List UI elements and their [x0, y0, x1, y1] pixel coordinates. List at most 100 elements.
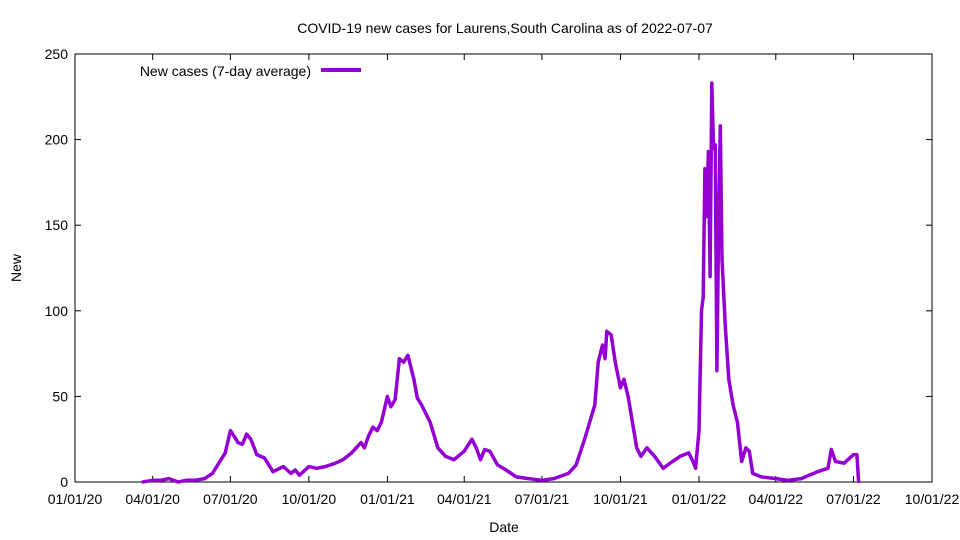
x-tick-label: 10/01/20: [282, 491, 337, 507]
data-point: [707, 150, 710, 154]
data-point: [452, 458, 456, 462]
data-point: [240, 442, 244, 446]
data-point: [386, 395, 389, 398]
data-point: [176, 480, 180, 484]
data-point: [834, 460, 837, 463]
y-tick-label: 150: [45, 217, 69, 233]
data-point: [691, 460, 695, 463]
data-point: [444, 454, 447, 458]
data-point: [583, 437, 586, 441]
data-point: [603, 357, 607, 361]
data-point: [724, 326, 727, 330]
data-point: [717, 223, 720, 227]
data-point: [829, 448, 833, 451]
legend-label: New cases (7-day average): [140, 63, 311, 79]
y-tick-label: 50: [52, 388, 68, 404]
x-tick-label: 07/01/21: [515, 491, 570, 507]
series-line: [142, 81, 861, 484]
data-point: [605, 329, 609, 333]
data-point: [774, 477, 778, 480]
data-point: [639, 454, 643, 458]
data-point: [671, 460, 674, 463]
x-tick-label: 04/01/22: [749, 491, 804, 507]
data-point: [727, 377, 731, 381]
data-point: [406, 353, 410, 357]
data-point: [540, 478, 544, 482]
data-point: [687, 451, 691, 455]
data-point: [701, 295, 705, 299]
data-point: [593, 403, 597, 407]
data-point: [504, 468, 508, 472]
data-point: [574, 463, 578, 467]
data-point: [816, 470, 819, 474]
x-axis-label: Date: [489, 519, 519, 535]
data-point: [488, 449, 492, 453]
data-point: [842, 461, 846, 465]
data-point: [740, 460, 744, 463]
data-point: [375, 429, 379, 432]
y-tick-label: 250: [45, 46, 69, 62]
data-point: [653, 454, 656, 458]
data-point: [371, 425, 375, 429]
data-point: [263, 456, 266, 460]
data-point: [852, 453, 855, 456]
data-point: [736, 420, 739, 424]
x-tick-label: 10/01/21: [593, 491, 648, 507]
data-point: [211, 472, 214, 475]
data-point: [857, 480, 860, 484]
data-point: [800, 477, 803, 480]
data-point: [293, 468, 297, 472]
data-point: [424, 412, 428, 415]
data-point: [412, 377, 416, 381]
data-point: [420, 403, 423, 407]
data-point: [855, 453, 859, 456]
data-point: [393, 398, 397, 402]
data-point: [267, 463, 271, 467]
data-point: [307, 465, 311, 468]
data-point: [323, 465, 327, 468]
data-point: [601, 343, 604, 347]
data-point: [255, 453, 259, 456]
data-point: [229, 429, 232, 432]
data-point: [751, 472, 755, 475]
data-point: [333, 461, 337, 465]
y-tick-label: 0: [60, 474, 68, 490]
data-point: [380, 420, 383, 424]
data-point: [631, 420, 634, 424]
data-point: [367, 434, 370, 438]
data-point: [436, 446, 440, 450]
data-point: [315, 466, 318, 470]
data-point: [619, 386, 622, 390]
data-point: [167, 477, 171, 480]
data-point: [712, 146, 715, 150]
data-point: [710, 81, 714, 85]
data-point: [479, 458, 482, 462]
y-axis-label: New: [8, 253, 24, 282]
y-tick-label: 200: [45, 132, 69, 148]
data-point: [826, 466, 830, 470]
data-point: [526, 477, 530, 480]
data-point: [474, 446, 478, 450]
data-point: [470, 437, 474, 441]
data-point: [249, 437, 253, 441]
data-point: [747, 449, 751, 453]
data-point: [415, 396, 419, 400]
legend: New cases (7-day average): [140, 63, 361, 79]
data-point: [219, 458, 223, 462]
data-point: [708, 275, 712, 278]
data-point: [184, 478, 188, 482]
data-point: [731, 403, 735, 407]
data-point: [694, 466, 697, 470]
data-point: [428, 420, 432, 424]
y-axis: 0 50 100 150 200 250: [45, 46, 932, 490]
data-point: [720, 258, 724, 261]
data-point: [715, 369, 719, 373]
data-point: [398, 357, 401, 361]
x-tick-label: 01/01/20: [48, 491, 103, 507]
data-point: [713, 143, 717, 147]
y-tick-label: 100: [45, 303, 69, 319]
data-point: [341, 458, 345, 462]
data-point: [514, 475, 518, 479]
data-point: [236, 441, 240, 444]
